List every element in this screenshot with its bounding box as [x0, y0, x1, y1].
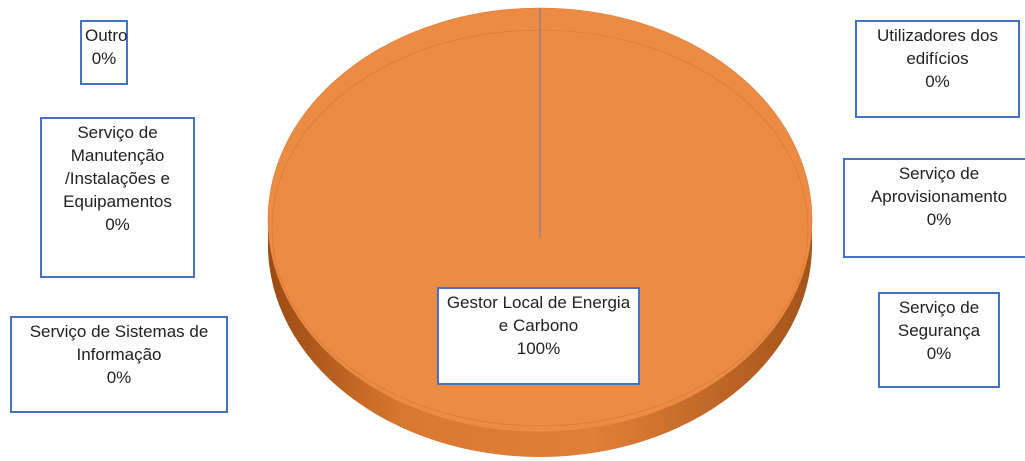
value-label: 0%	[91, 49, 117, 68]
category-label: Serviço de Segurança	[897, 298, 981, 340]
data-label: Serviço de Segurança 0%	[878, 292, 1000, 388]
data-label: Serviço de Aprovisionamento 0%	[843, 158, 1025, 258]
value-label: 0%	[926, 344, 952, 363]
value-label: 0%	[925, 72, 950, 91]
value-label: 100%	[516, 339, 561, 358]
category-label: Serviço de Sistemas de Informação	[29, 322, 209, 364]
value-label: 0%	[105, 215, 130, 234]
data-label: Utilizadores dos edifícios 0%	[855, 20, 1020, 118]
category-label: Serviço de Manutenção /Instalações e Equ…	[63, 123, 172, 211]
value-label: 0%	[106, 368, 132, 387]
data-label: Gestor Local de Energia e Carbono 100%	[437, 287, 640, 385]
data-label: Serviço de Sistemas de Informação 0%	[10, 316, 228, 413]
category-label: Gestor Local de Energia e Carbono	[446, 293, 631, 335]
data-label: Serviço de Manutenção /Instalações e Equ…	[40, 117, 195, 278]
category-label: Serviço de Aprovisionamento	[870, 164, 1008, 206]
category-label: Utilizadores dos edifícios	[877, 26, 998, 68]
category-label: Outro	[85, 26, 128, 45]
data-label: Outro 0%	[80, 20, 128, 85]
value-label: 0%	[926, 210, 952, 229]
